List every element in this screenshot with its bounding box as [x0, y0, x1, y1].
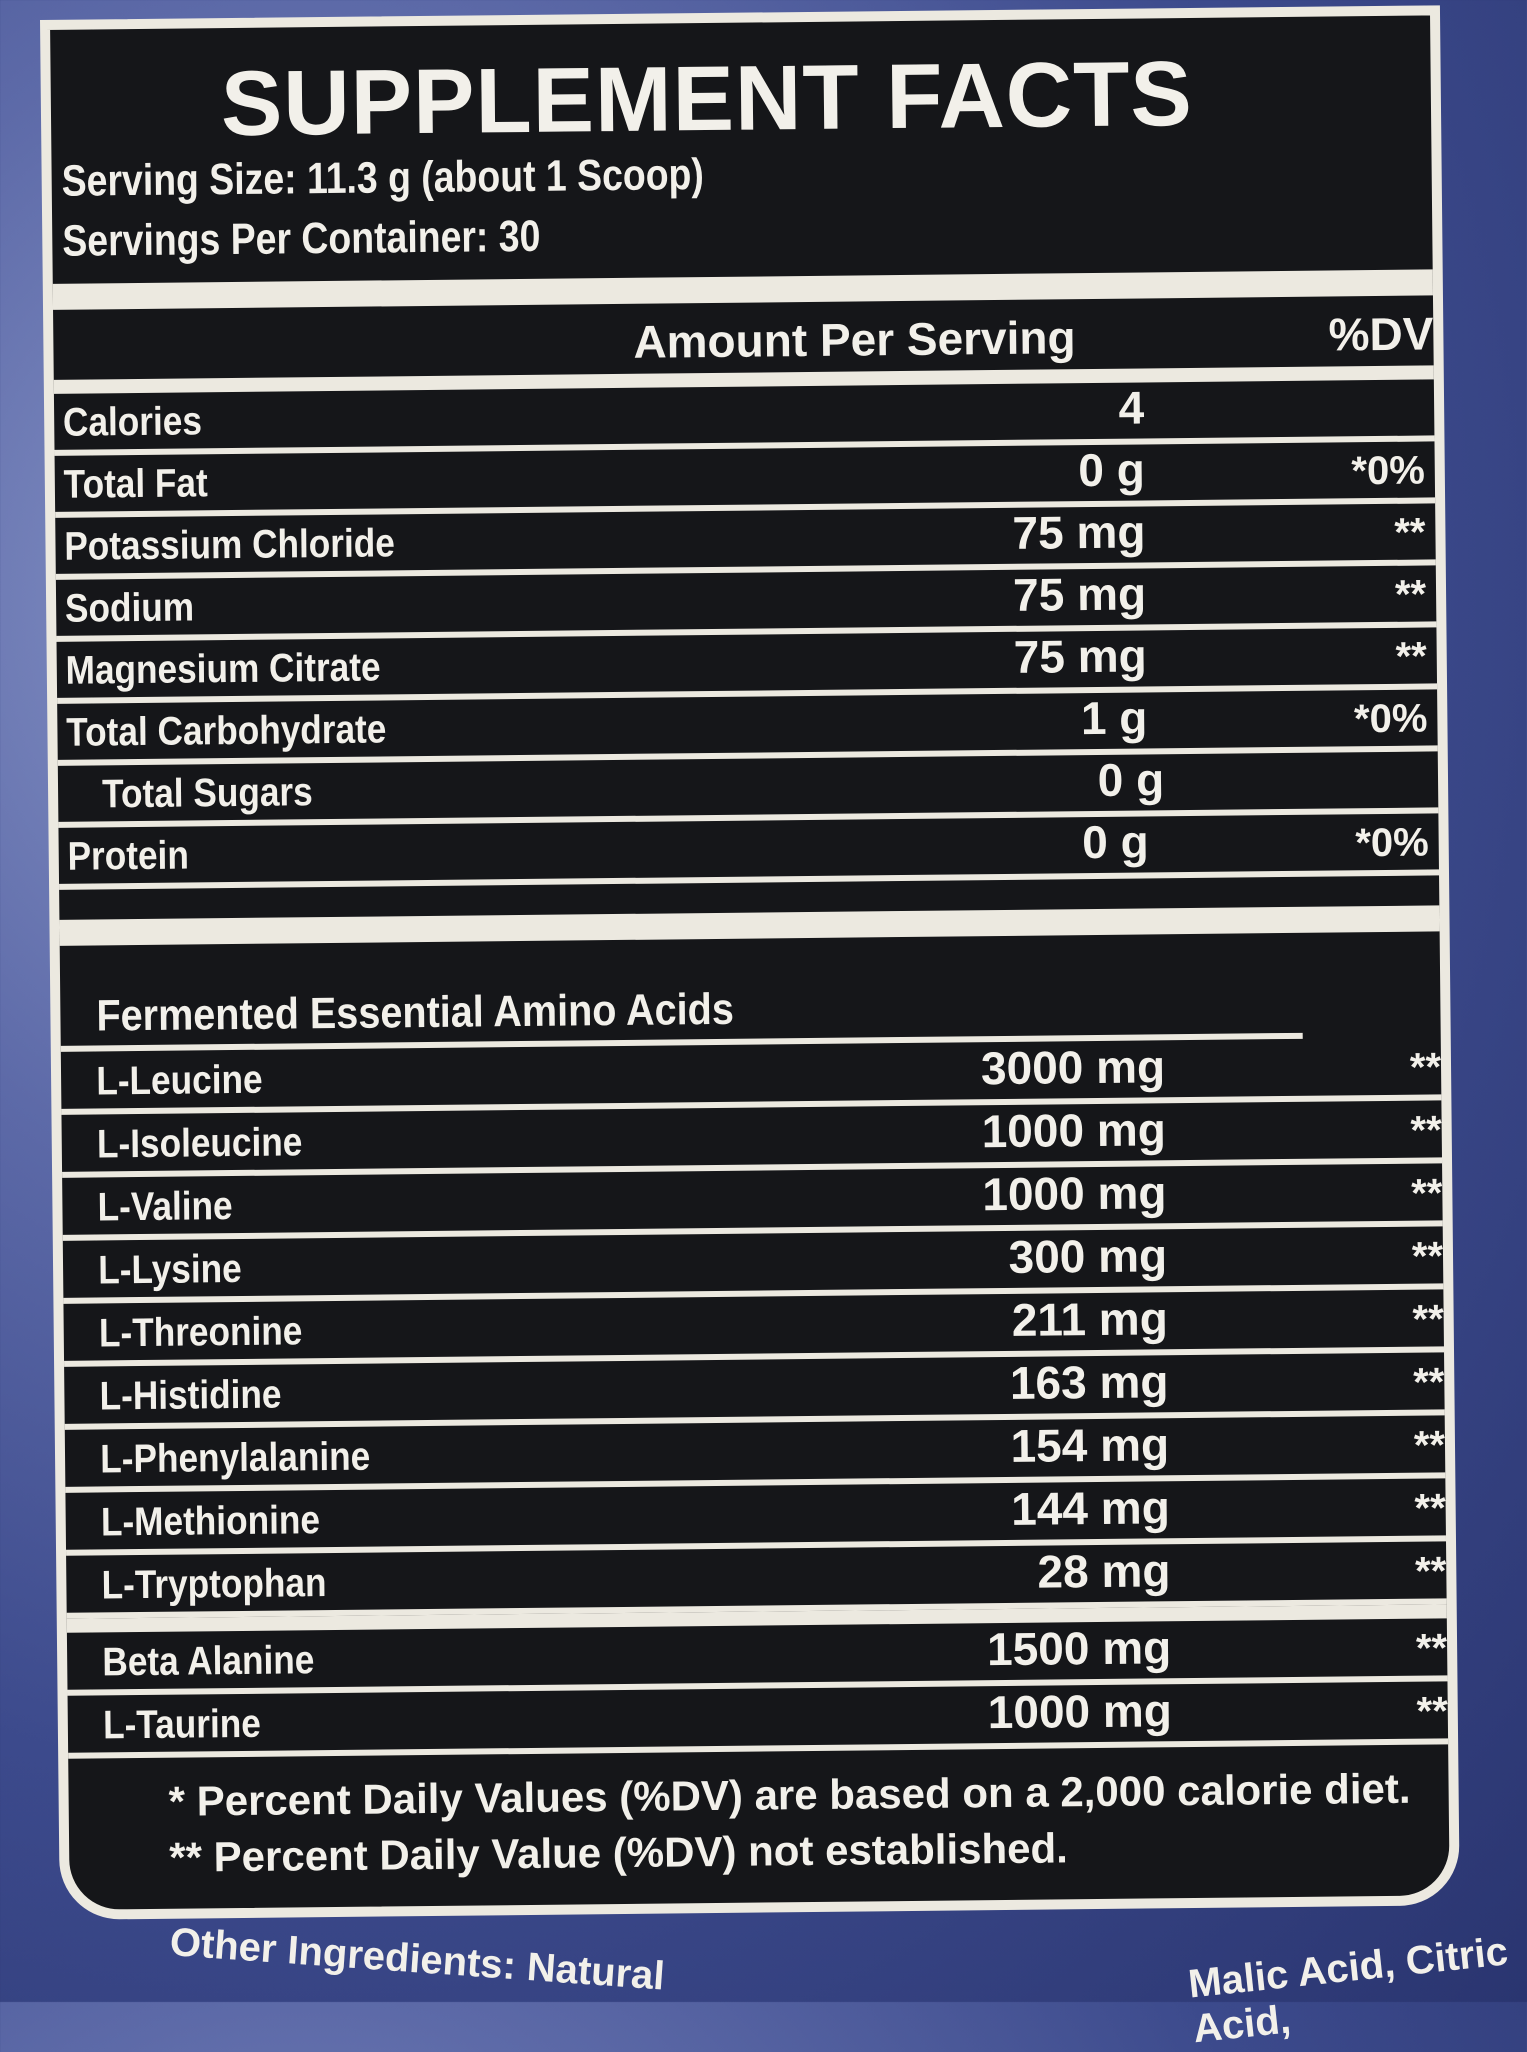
nutrient-list: Calories 4 Total Fat 0 g *0% Potassium Chlori…: [53, 379, 1440, 890]
ingredient-dv: *0%: [1353, 696, 1428, 742]
ingredient-name: Potassium Chloride: [64, 521, 396, 569]
ingredient-dv: **: [1412, 1360, 1445, 1405]
ingredient-name: L-Threonine: [98, 1309, 303, 1356]
ingredient-name: Calories: [62, 399, 203, 445]
ingredient-dv: **: [1409, 1045, 1442, 1090]
ingredient-name: Protein: [67, 833, 190, 879]
ingredient-amount: 144 mg: [1010, 1481, 1171, 1535]
ingredient-amount: 163 mg: [1009, 1355, 1169, 1409]
ingredient-dv: **: [1395, 634, 1427, 679]
amino-section-title: Fermented Essential Amino Acids: [59, 938, 1303, 1052]
ingredient-name: Magnesium Citrate: [65, 645, 381, 693]
ingredient-name: L-Taurine: [102, 1701, 262, 1748]
ingredient-amount: 75 mg: [1012, 505, 1146, 559]
ingredient-dv: [1164, 803, 1438, 806]
footnotes: * Percent Daily Values (%DV) are based o…: [68, 1744, 1449, 1886]
ingredient-name: Total Fat: [63, 461, 208, 507]
ingredient-name: Beta Alanine: [102, 1638, 315, 1685]
dv-header: %DV: [1328, 307, 1434, 361]
ingredient-dv: **: [1394, 572, 1427, 617]
ingredient-amount: 1000 mg: [982, 1166, 1167, 1221]
ingredient-dv: [1144, 432, 1424, 435]
ingredient-dv: **: [1416, 1689, 1449, 1734]
title: SUPPLEMENT FACTS: [220, 42, 1194, 156]
ingredient-name: L-Lysine: [98, 1246, 242, 1293]
ingredient-dv: **: [1410, 1108, 1442, 1153]
ingredient-amount: 0 g: [1081, 815, 1149, 869]
ingredient-amount: 1000 mg: [981, 1103, 1167, 1158]
ingredient-name: Sodium: [64, 585, 195, 631]
ingredient-amount: 1000 mg: [987, 1684, 1173, 1739]
ingredient-name: L-Phenylalanine: [100, 1434, 371, 1482]
other-ingredients: Other Ingredients: Natural: [168, 1920, 666, 1999]
ingredient-dv: **: [1410, 1171, 1443, 1216]
other-list: Beta Alanine 1500 mg ** L-Taurine 1000 mg **: [66, 1618, 1449, 1759]
ingredient-name: L-Tryptophan: [101, 1561, 327, 1608]
ingredient-amount: 3000 mg: [980, 1040, 1166, 1095]
footnote: ** Percent Daily Value (%DV) not establi…: [169, 1824, 1069, 1881]
amino-list: L-Leucine 3000 mg ** L-Isoleucine 1000 mg ** L…: [60, 1037, 1447, 1619]
ingredient-amount: 211 mg: [1011, 1292, 1169, 1346]
servings-per-container: Servings Per Container: 30: [62, 211, 541, 266]
ingredient-amount: 1 g: [1080, 691, 1148, 745]
supplement-facts-panel: SUPPLEMENT FACTS Serving Size: 11.3 g (a…: [40, 5, 1460, 1920]
ingredient-name: L-Isoleucine: [96, 1120, 303, 1167]
ingredient-name: L-Leucine: [96, 1057, 263, 1104]
ingredient-amount: 75 mg: [1012, 567, 1147, 621]
ingredient-amount: 300 mg: [1008, 1229, 1168, 1283]
ingredient-dv: *0%: [1355, 820, 1429, 866]
ingredient-dv: **: [1413, 1423, 1446, 1468]
amount-header: Amount Per Serving: [633, 311, 1076, 368]
ingredient-dv: **: [1412, 1297, 1444, 1342]
other-ingredients-tail: Malic Acid, Citric Acid,: [1186, 1929, 1510, 2052]
ingredient-dv: **: [1411, 1234, 1444, 1279]
amino-section: Fermented Essential Amino Acids L-Leucin…: [59, 937, 1449, 1759]
ingredient-dv: **: [1414, 1549, 1447, 1594]
ingredient-dv: **: [1415, 1626, 1448, 1671]
ingredient-name: L-Histidine: [99, 1372, 282, 1419]
ingredient-amount: 28 mg: [1037, 1544, 1171, 1598]
ingredient-amount: 1500 mg: [986, 1621, 1172, 1676]
ingredient-amount: 75 mg: [1013, 629, 1147, 683]
ingredient-dv: **: [1414, 1486, 1446, 1531]
ingredient-dv: **: [1394, 510, 1426, 555]
ingredient-name: Total Sugars: [101, 770, 313, 817]
ingredient-amount: 0 g: [1078, 443, 1146, 497]
ingredient-amount: 0 g: [1097, 753, 1165, 806]
table-row: Protein 0 g *0%: [58, 813, 1440, 890]
ingredient-name: L-Valine: [97, 1184, 233, 1230]
ingredient-amount: 154 mg: [1010, 1418, 1170, 1472]
ingredient-name: Total Carbohydrate: [66, 707, 387, 755]
ingredient-amount: 4: [1118, 381, 1145, 434]
ingredient-name: L-Methionine: [100, 1498, 321, 1545]
ingredient-dv: *0%: [1351, 448, 1426, 494]
